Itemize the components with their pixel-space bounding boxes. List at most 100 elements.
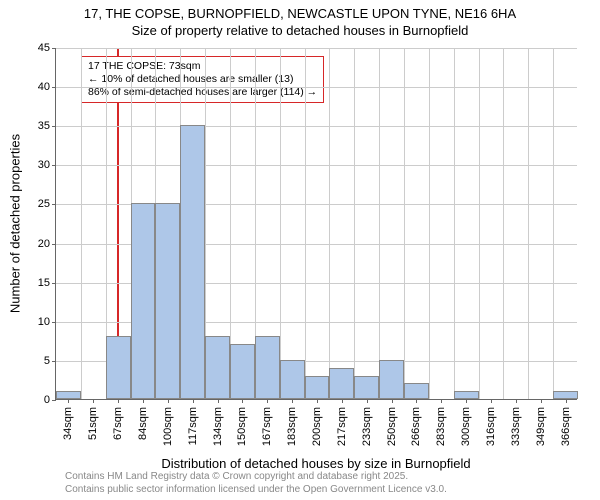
grid-line-v	[404, 48, 405, 399]
chart-container: 17, THE COPSE, BURNOPFIELD, NEWCASTLE UP…	[0, 0, 600, 500]
xtick-mark	[267, 399, 268, 403]
xtick-mark	[218, 399, 219, 403]
ytick-label: 35	[38, 120, 50, 132]
y-axis-title: Number of detached properties	[8, 104, 23, 344]
ytick-label: 0	[44, 394, 50, 406]
xtick-label: 167sqm	[261, 407, 273, 446]
ytick-mark	[52, 126, 56, 127]
histogram-bar	[329, 368, 354, 399]
xtick-mark	[516, 399, 517, 403]
xtick-label: 150sqm	[236, 407, 248, 446]
ytick-label: 25	[38, 198, 50, 210]
x-axis-title: Distribution of detached houses by size …	[55, 456, 577, 471]
histogram-bar	[404, 383, 429, 399]
xtick-mark	[367, 399, 368, 403]
grid-line-h	[56, 165, 577, 166]
xtick-mark	[242, 399, 243, 403]
xtick-label: 366sqm	[560, 407, 572, 446]
grid-line-v	[305, 48, 306, 399]
xtick-label: 84sqm	[137, 407, 149, 440]
ytick-mark	[52, 244, 56, 245]
grid-line-v	[429, 48, 430, 399]
grid-line-v	[503, 48, 504, 399]
xtick-mark	[441, 399, 442, 403]
xtick-mark	[317, 399, 318, 403]
grid-line-v	[81, 48, 82, 399]
chart-footer: Contains HM Land Registry data © Crown c…	[65, 471, 447, 496]
xtick-label: 233sqm	[361, 407, 373, 446]
annotation-line-2: ← 10% of detached houses are smaller (13…	[88, 73, 317, 86]
ytick-label: 30	[38, 159, 50, 171]
xtick-label: 67sqm	[112, 407, 124, 440]
xtick-label: 51sqm	[87, 407, 99, 440]
histogram-bar	[131, 203, 156, 399]
xtick-mark	[292, 399, 293, 403]
annotation-box: 17 THE COPSE: 73sqm ← 10% of detached ho…	[81, 56, 324, 103]
ytick-mark	[52, 87, 56, 88]
xtick-label: 333sqm	[510, 407, 522, 446]
grid-line-v	[280, 48, 281, 399]
chart-titles: 17, THE COPSE, BURNOPFIELD, NEWCASTLE UP…	[0, 0, 600, 44]
xtick-label: 34sqm	[62, 407, 74, 440]
xtick-label: 100sqm	[162, 407, 174, 446]
xtick-label: 117sqm	[187, 407, 199, 445]
xtick-label: 266sqm	[410, 407, 422, 446]
ytick-mark	[52, 204, 56, 205]
ytick-mark	[52, 165, 56, 166]
xtick-label: 134sqm	[212, 407, 224, 446]
xtick-label: 200sqm	[311, 407, 323, 446]
histogram-bar	[354, 376, 379, 399]
histogram-bar	[155, 203, 180, 399]
annotation-line-3: 86% of semi-detached houses are larger (…	[88, 86, 317, 99]
ytick-mark	[52, 322, 56, 323]
xtick-mark	[541, 399, 542, 403]
histogram-bar	[280, 360, 305, 399]
grid-line-h	[56, 48, 577, 49]
histogram-bar	[106, 336, 131, 399]
histogram-bar	[205, 336, 230, 399]
ytick-label: 40	[38, 81, 50, 93]
ytick-mark	[52, 283, 56, 284]
ytick-label: 20	[38, 238, 50, 250]
ytick-mark	[52, 361, 56, 362]
plot-area: 17 THE COPSE: 73sqm ← 10% of detached ho…	[55, 48, 577, 400]
title-line-1: 17, THE COPSE, BURNOPFIELD, NEWCASTLE UP…	[0, 6, 600, 23]
annotation-line-1: 17 THE COPSE: 73sqm	[88, 60, 317, 73]
grid-line-v	[553, 48, 554, 399]
grid-line-v	[454, 48, 455, 399]
grid-line-v	[354, 48, 355, 399]
histogram-bar	[255, 336, 280, 399]
ytick-mark	[52, 400, 56, 401]
xtick-mark	[342, 399, 343, 403]
histogram-bar	[56, 391, 81, 399]
histogram-bar	[305, 376, 330, 399]
grid-line-v	[329, 48, 330, 399]
histogram-bar	[180, 125, 205, 399]
histogram-bar	[454, 391, 479, 399]
grid-line-v	[528, 48, 529, 399]
histogram-bar	[379, 360, 404, 399]
histogram-bar	[230, 344, 255, 399]
ytick-label: 5	[44, 355, 50, 367]
xtick-mark	[118, 399, 119, 403]
xtick-mark	[566, 399, 567, 403]
ytick-label: 45	[38, 42, 50, 54]
histogram-bar	[553, 391, 578, 399]
xtick-label: 316sqm	[485, 407, 497, 446]
ytick-label: 10	[38, 316, 50, 328]
xtick-mark	[466, 399, 467, 403]
xtick-mark	[93, 399, 94, 403]
xtick-mark	[416, 399, 417, 403]
xtick-mark	[68, 399, 69, 403]
xtick-label: 217sqm	[336, 407, 348, 446]
xtick-label: 183sqm	[286, 407, 298, 446]
xtick-label: 283sqm	[435, 407, 447, 446]
ytick-mark	[52, 48, 56, 49]
grid-line-v	[379, 48, 380, 399]
ytick-label: 15	[38, 277, 50, 289]
xtick-mark	[168, 399, 169, 403]
xtick-mark	[392, 399, 393, 403]
xtick-label: 349sqm	[535, 407, 547, 446]
title-line-2: Size of property relative to detached ho…	[0, 23, 600, 40]
footer-line-1: Contains HM Land Registry data © Crown c…	[65, 471, 447, 484]
